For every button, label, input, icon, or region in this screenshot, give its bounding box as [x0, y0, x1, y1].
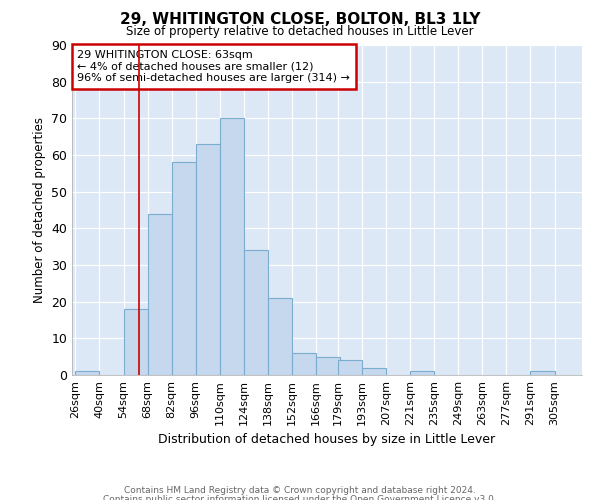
Bar	[244, 250, 268, 375]
X-axis label: Distribution of detached houses by size in Little Lever: Distribution of detached houses by size …	[158, 434, 496, 446]
Bar	[268, 298, 292, 375]
Bar	[292, 353, 316, 375]
Text: Contains HM Land Registry data © Crown copyright and database right 2024.: Contains HM Land Registry data © Crown c…	[124, 486, 476, 495]
Text: Size of property relative to detached houses in Little Lever: Size of property relative to detached ho…	[126, 25, 474, 38]
Bar	[76, 372, 100, 375]
Bar	[148, 214, 172, 375]
Bar	[196, 144, 220, 375]
Bar	[220, 118, 244, 375]
Bar	[124, 309, 148, 375]
Bar	[530, 372, 554, 375]
Text: 29, WHITINGTON CLOSE, BOLTON, BL3 1LY: 29, WHITINGTON CLOSE, BOLTON, BL3 1LY	[120, 12, 480, 28]
Bar	[172, 162, 196, 375]
Text: Contains public sector information licensed under the Open Government Licence v3: Contains public sector information licen…	[103, 495, 497, 500]
Y-axis label: Number of detached properties: Number of detached properties	[32, 117, 46, 303]
Bar	[362, 368, 386, 375]
Text: 29 WHITINGTON CLOSE: 63sqm
← 4% of detached houses are smaller (12)
96% of semi-: 29 WHITINGTON CLOSE: 63sqm ← 4% of detac…	[77, 50, 350, 83]
Bar	[410, 372, 434, 375]
Bar	[316, 356, 340, 375]
Bar	[338, 360, 362, 375]
